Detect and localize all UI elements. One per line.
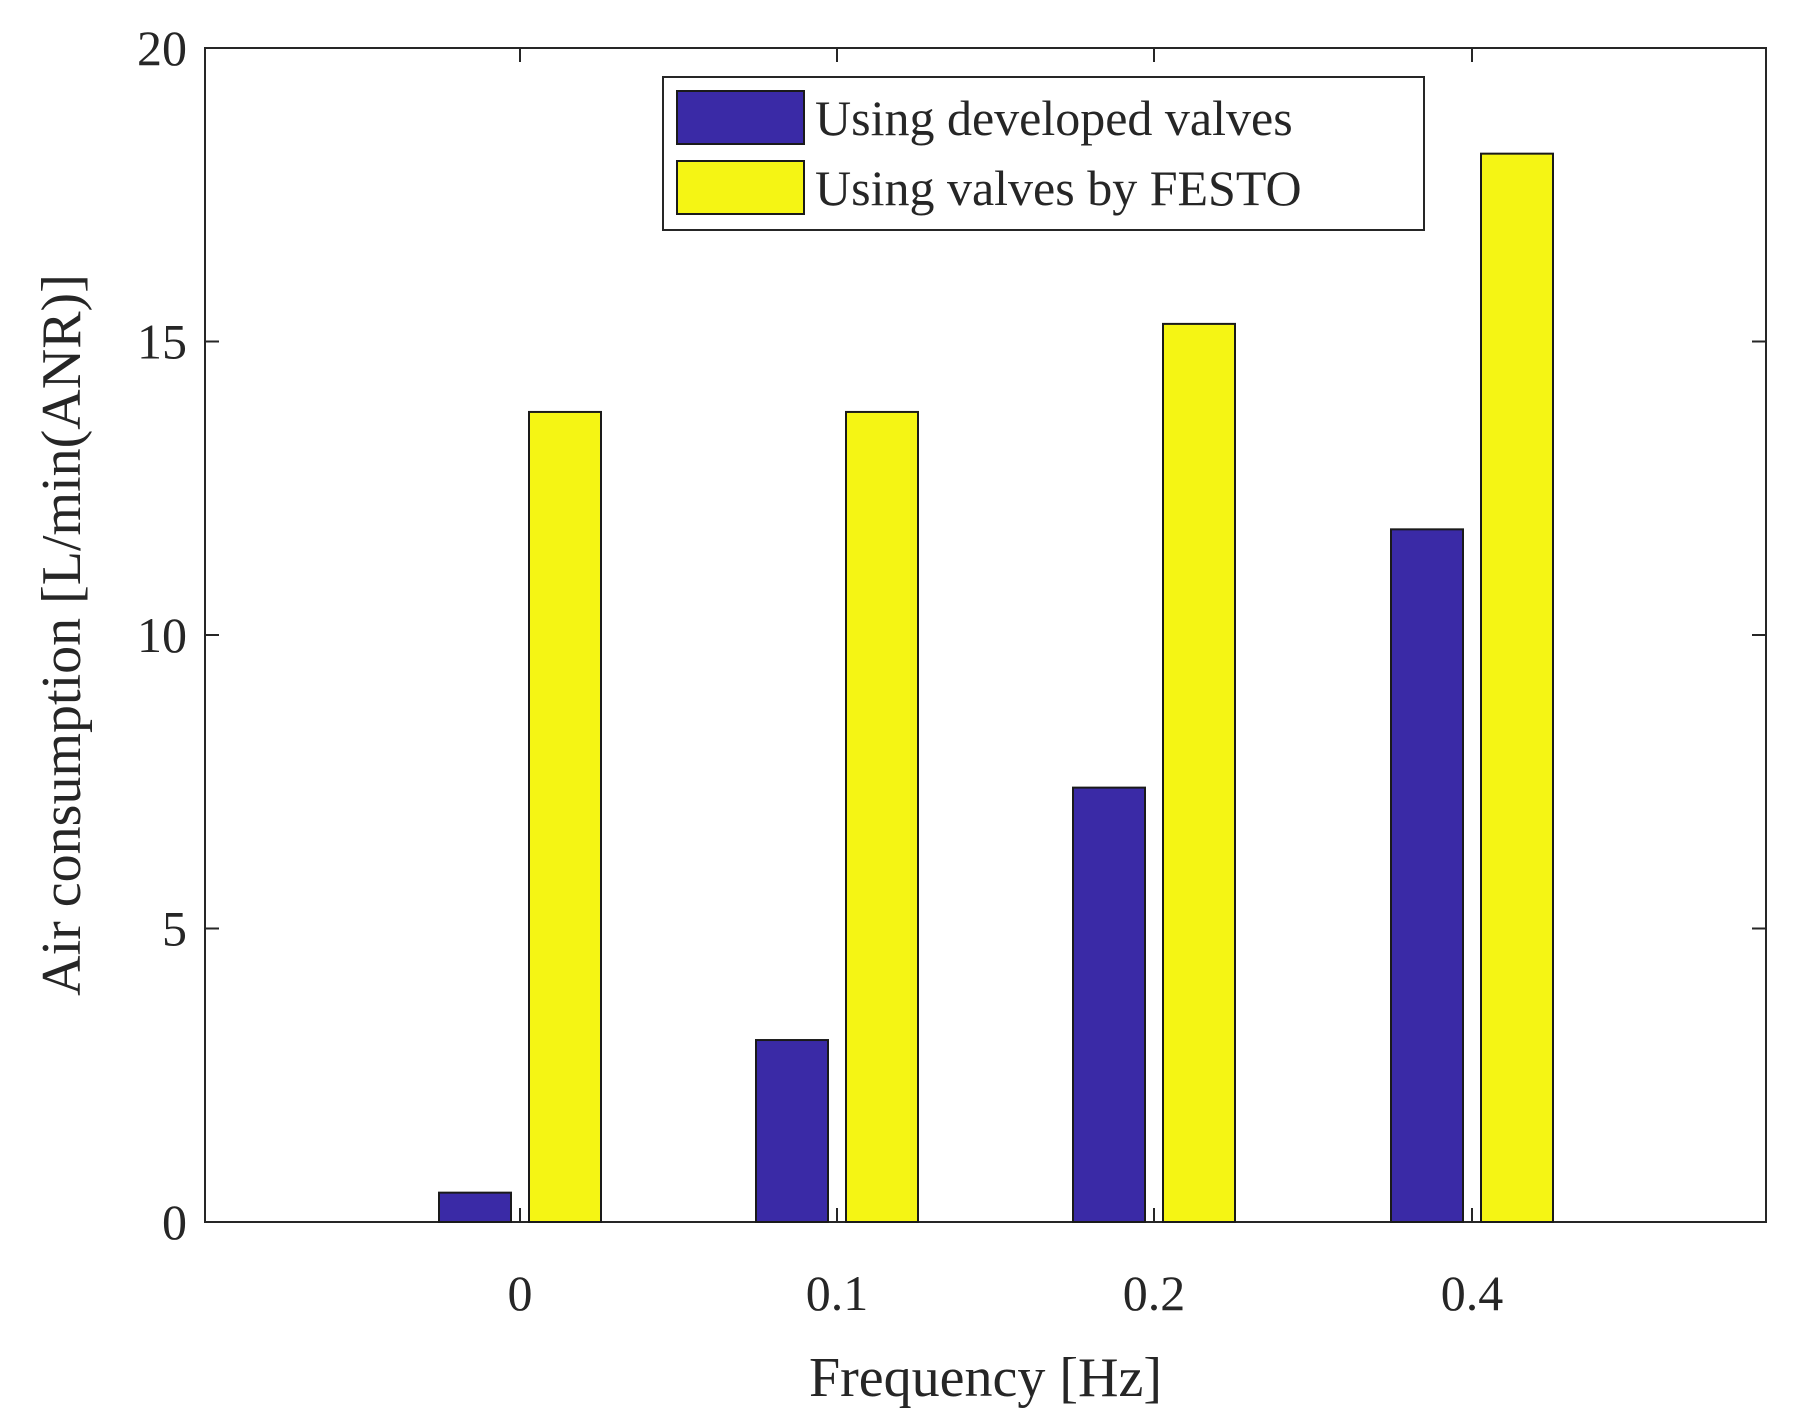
plot-area: 0 5 10 15 20 0 0.1 0.2 0.4 — [137, 20, 1767, 1321]
bar-series1-0.4 — [1390, 528, 1464, 1223]
bar-series1-0.1 — [755, 1039, 829, 1224]
x-tick-label: 0.4 — [1441, 1265, 1504, 1321]
x-tick-label: 0.2 — [1123, 1265, 1186, 1321]
legend-label-2: Using valves by FESTO — [815, 160, 1302, 216]
x-tick-label: 0.1 — [806, 1265, 869, 1321]
legend-swatch-2 — [676, 160, 805, 215]
x-tick-label: 0 — [508, 1265, 533, 1321]
legend-label-1: Using developed valves — [815, 90, 1293, 146]
bar-series2-0.2 — [1162, 322, 1236, 1223]
bar-series2-0 — [528, 410, 602, 1223]
y-tick-label: 10 — [137, 607, 187, 663]
bar-series2-0.1 — [845, 410, 919, 1223]
bar-series2-0.4 — [1480, 152, 1554, 1223]
legend-swatch-1 — [676, 90, 805, 145]
legend: Using developed valves Using valves by FE… — [662, 76, 1425, 231]
y-axis-title: Air consumption [L/min(ANR)] — [31, 274, 93, 996]
bar-series1-0 — [438, 1191, 512, 1224]
x-axis-title: Frequency [Hz] — [809, 1347, 1162, 1409]
y-tick-label: 20 — [137, 20, 187, 76]
bar-series1-0.2 — [1072, 786, 1146, 1223]
y-tick-label: 0 — [162, 1194, 187, 1250]
y-tick-label: 15 — [137, 314, 187, 370]
y-tick-label: 5 — [162, 901, 187, 957]
